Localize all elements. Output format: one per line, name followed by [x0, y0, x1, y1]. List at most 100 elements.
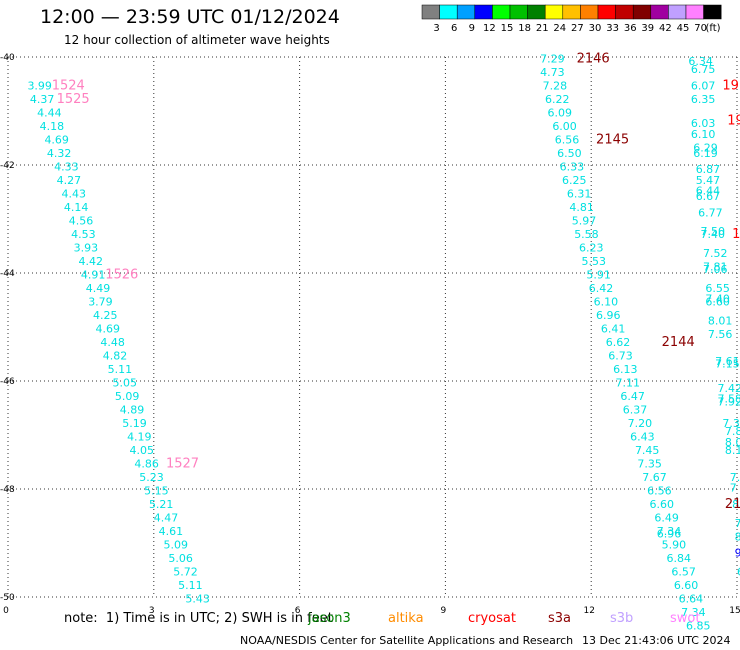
- wave-height-point: 7.52: [703, 247, 728, 260]
- wave-height-point: 6.49: [654, 511, 679, 524]
- wave-height-point: 6.29: [693, 142, 718, 155]
- wave-height-point: 4.89: [120, 403, 145, 416]
- legend-swatch: [439, 4, 458, 20]
- wave-height-point: 7.34: [657, 525, 682, 538]
- mission-label-altika: altika: [388, 611, 424, 626]
- wave-height-point: 6.55: [705, 282, 730, 295]
- pass-number-label: 195: [722, 78, 740, 93]
- wave-height-point: 4.56: [69, 214, 94, 227]
- mission-label-cryosat: cryosat: [468, 611, 516, 626]
- legend-swatch: [580, 4, 599, 20]
- legend-label: 33: [606, 23, 619, 34]
- wave-height-point: 8.07: [725, 436, 740, 449]
- wave-height-point: 7.20: [628, 417, 653, 430]
- wave-height-point: 7: [735, 517, 740, 530]
- wave-height-point: 7.34: [681, 606, 706, 619]
- wave-height-point: 5.15: [144, 484, 169, 497]
- wave-height-point: 7.61: [715, 355, 740, 368]
- wave-height-point: 6.73: [608, 349, 633, 362]
- pass-number-label: 1525: [57, 92, 90, 107]
- wave-height-point: 4.82: [103, 349, 128, 362]
- wave-height-point: 4.53: [71, 228, 96, 241]
- legend-swatch: [527, 4, 546, 20]
- wave-height-point: 7.35: [637, 457, 662, 470]
- wave-height-point: 6.60: [674, 579, 699, 592]
- wave-height-point: 5.97: [572, 214, 597, 227]
- wave-height-point: 6.42: [589, 282, 614, 295]
- wave-height-point: 6.56: [647, 484, 672, 497]
- wave-height-point: 5.58: [574, 228, 599, 241]
- wave-height-point: 4.69: [44, 133, 68, 146]
- note-text: note: 1) Time is in UTC; 2) SWH is in fe…: [64, 611, 333, 626]
- wave-height-point: 6.43: [630, 430, 655, 443]
- x-tick-label: 12: [583, 606, 594, 616]
- legend-label: 70: [694, 23, 707, 34]
- wave-height-point: 6.07: [691, 79, 716, 92]
- legend-label: 21: [536, 23, 549, 34]
- wave-height-point: 8: [732, 498, 739, 511]
- wave-height-point: 7: [730, 482, 737, 495]
- wave-height-point: 6.10: [594, 295, 619, 308]
- wave-height-point: 8.10: [725, 444, 740, 457]
- wave-height-point: 8.01: [708, 314, 733, 327]
- legend-label: 6: [451, 23, 457, 34]
- wave-height-point: 6.57: [671, 565, 696, 578]
- wave-height-point: 4.37: [30, 93, 55, 106]
- wave-height-point: 4.19: [127, 430, 152, 443]
- legend-unit: (ft): [705, 23, 720, 34]
- y-tick-label: -48: [0, 485, 15, 495]
- legend-label: 36: [624, 23, 637, 34]
- pass-number-label: 214: [725, 497, 740, 512]
- wave-height-point: 6.62: [606, 336, 631, 349]
- legend-swatch: [650, 4, 669, 20]
- x-tick-label: 9: [441, 606, 447, 616]
- wave-height-point: 7.1: [730, 471, 740, 484]
- wave-height-point: 7.39: [722, 417, 740, 430]
- wave-height-point: 6.35: [691, 93, 716, 106]
- x-tick-label: 15: [729, 606, 740, 616]
- y-tick-label: -46: [0, 377, 15, 387]
- wave-height-point: 8: [735, 530, 740, 543]
- wave-height-point: 5.47: [696, 174, 721, 187]
- legend-swatch: [703, 4, 722, 20]
- wave-height-point: 3.99: [27, 79, 52, 92]
- wave-height-point: 9: [735, 547, 740, 560]
- pass-number-label: 2144: [662, 335, 695, 350]
- chart-grid: [7, 56, 738, 598]
- wave-height-point: 3.79: [88, 295, 113, 308]
- pass-number-label: 1527: [166, 456, 199, 471]
- y-tick-label: -50: [0, 593, 15, 603]
- legend-label: 12: [483, 23, 496, 34]
- wave-height-point: 6.85: [686, 619, 711, 632]
- wave-height-point: 4.73: [540, 66, 565, 79]
- legend-label: 39: [641, 23, 654, 34]
- wave-height-point: 6.75: [691, 63, 716, 76]
- wave-height-point: 7.56: [708, 328, 733, 341]
- legend-swatch: [456, 4, 476, 20]
- legend-swatch: [421, 4, 440, 20]
- wave-height-point: 6.25: [562, 174, 587, 187]
- wave-height-point: 4.14: [64, 201, 89, 214]
- pass-number-label: 195: [727, 114, 740, 129]
- mission-label-swot: swot: [670, 611, 701, 626]
- wave-height-point: 6.13: [613, 363, 638, 376]
- wave-height-point: 6.00: [552, 120, 577, 133]
- legend-label: 24: [553, 23, 566, 34]
- wave-height-point: 4.91: [81, 268, 106, 281]
- legend-swatch: [615, 4, 634, 20]
- footer-credit: NOAA/NESDIS Center for Satellite Applica…: [240, 634, 574, 647]
- wave-height-point: 5.23: [139, 471, 164, 484]
- y-tick-label: -42: [0, 161, 15, 171]
- wave-height-point: 6.03: [691, 117, 716, 130]
- wave-height-point: 7.81: [703, 260, 728, 273]
- wave-height-point: 6.60: [705, 295, 730, 308]
- pass-number-label: 2146: [577, 51, 610, 66]
- wave-height-point: 7.50: [701, 225, 726, 238]
- wave-height-point: 6.77: [698, 206, 723, 219]
- x-tick-label: 0: [3, 606, 9, 616]
- legend-swatch: [668, 4, 687, 20]
- wave-height-point: 5.19: [122, 417, 146, 430]
- wave-height-point: 7.45: [635, 444, 660, 457]
- x-tick-label: 3: [149, 606, 155, 616]
- legend-swatch: [474, 4, 493, 20]
